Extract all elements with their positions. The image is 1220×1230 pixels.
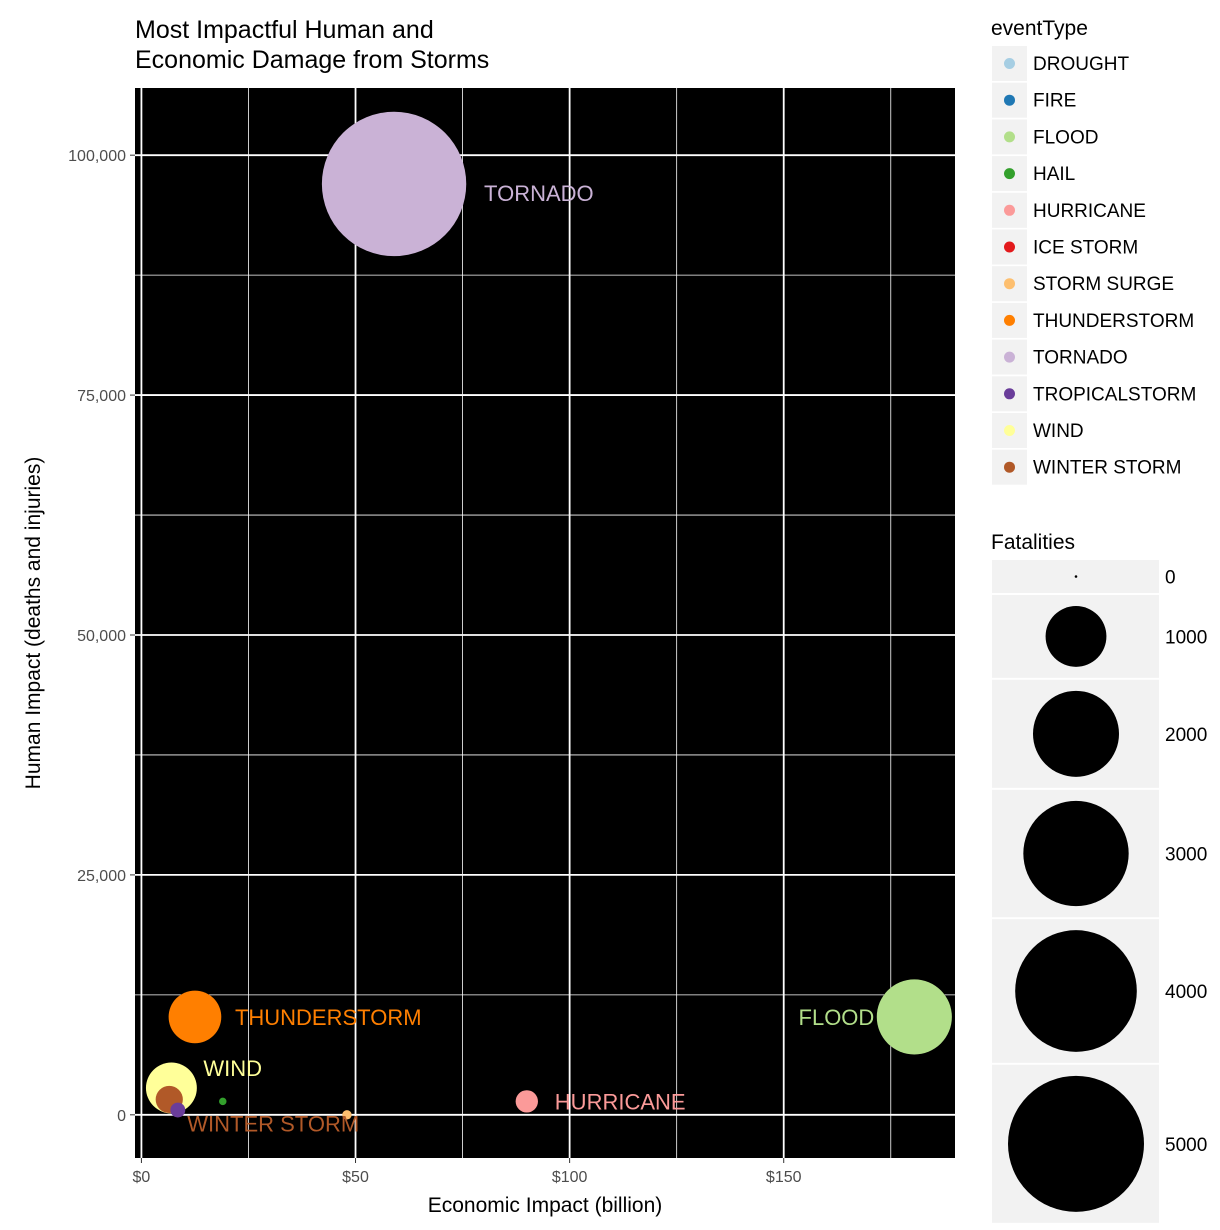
color-legend-swatch <box>1004 314 1015 326</box>
x-tick-label: $50 <box>342 1169 369 1186</box>
y-tick-label: 100,000 <box>68 148 126 165</box>
size-legend-circle <box>1015 930 1137 1052</box>
point-tropicalstorm <box>170 1102 186 1118</box>
label-tornado: TORNADO <box>484 181 594 206</box>
data-points <box>145 111 952 1120</box>
color-legend-label: HURRICANE <box>1033 201 1146 222</box>
data-point-labels: TORNADO FLOOD THUNDERSTORM WIND WINTER STORM… <box>187 181 874 1136</box>
color-legend-label: WINTER STORM <box>1033 458 1181 479</box>
point-hurricane <box>515 1090 538 1113</box>
label-wind: WIND <box>203 1056 262 1081</box>
size-legend-label: 2000 <box>1165 725 1207 746</box>
color-legend-label: WIND <box>1033 421 1084 442</box>
color-legend-label: THUNDERSTORM <box>1033 311 1194 332</box>
color-legend-swatch <box>1004 131 1015 143</box>
plot-panel <box>135 88 955 1158</box>
x-axis-title: Economic Impact (billion) <box>428 1194 663 1217</box>
point-storm-surge <box>342 1110 352 1120</box>
color-legend-label: TORNADO <box>1033 348 1128 369</box>
color-legend-title: eventType <box>991 17 1088 40</box>
label-flood: FLOOD <box>799 1005 875 1030</box>
size-legend-circle <box>1032 690 1120 777</box>
chart-title-line-1: Most Impactful Human and <box>135 16 434 44</box>
color-legend-label: FLOOD <box>1033 127 1098 148</box>
color-legend-label: TROPICALSTORM <box>1033 384 1196 405</box>
y-tick-label: 50,000 <box>77 628 126 645</box>
x-axis: $0 $50 $100 $150 <box>133 1158 802 1186</box>
x-tick-label: $100 <box>552 1169 588 1186</box>
grid-lines <box>135 88 955 1158</box>
x-tick-label: $0 <box>133 1169 151 1186</box>
size-legend-circle <box>1074 575 1078 578</box>
y-tick-label: 25,000 <box>77 868 126 885</box>
size-legend-title: Fatalities <box>991 531 1075 554</box>
size-legend-label: 3000 <box>1165 845 1207 866</box>
chart-title-line-2: Economic Damage from Storms <box>135 46 489 74</box>
size-legend: 0 1000 2000 3000 4000 5000 <box>992 560 1207 1223</box>
label-winter-storm: WINTER STORM <box>187 1111 359 1136</box>
color-legend-swatch <box>1004 94 1015 106</box>
size-legend-label: 5000 <box>1165 1135 1207 1156</box>
color-legend-label: ICE STORM <box>1033 238 1138 259</box>
color-legend-label: FIRE <box>1033 91 1076 112</box>
color-legend-swatch <box>1004 241 1015 253</box>
color-legend-label: HAIL <box>1033 164 1075 185</box>
size-legend-circle <box>1008 1075 1144 1212</box>
point-tornado <box>321 111 467 257</box>
color-legend-swatch <box>1004 351 1015 363</box>
color-legend-swatch <box>1004 58 1015 69</box>
size-legend-circle <box>1045 606 1107 667</box>
color-legend: DROUGHT FIRE FLOOD HAIL HURRICANE ICE STORM ST… <box>992 46 1196 485</box>
color-legend-swatch <box>1004 278 1015 290</box>
y-axis-title: Human Impact (deaths and injuries) <box>22 457 45 790</box>
size-legend-label: 1000 <box>1165 627 1207 648</box>
point-flood <box>876 979 952 1055</box>
y-tick-label: 0 <box>117 1108 126 1125</box>
size-legend-label: 0 <box>1165 568 1176 589</box>
color-legend-swatch <box>1004 425 1015 436</box>
size-legend-label: 4000 <box>1165 982 1207 1003</box>
color-legend-label: DROUGHT <box>1033 54 1129 75</box>
color-legend-swatch <box>1004 388 1015 400</box>
point-thunderstorm <box>168 990 222 1044</box>
y-axis: 0 25,000 50,000 75,000 100,000 <box>68 148 135 1125</box>
color-legend-swatch <box>1004 168 1015 180</box>
point-hail <box>219 1097 227 1106</box>
x-tick-label: $150 <box>766 1169 802 1186</box>
label-thunderstorm: THUNDERSTORM <box>235 1005 422 1030</box>
color-legend-label: STORM SURGE <box>1033 274 1174 295</box>
y-tick-label: 75,000 <box>77 388 126 405</box>
color-legend-swatch <box>1004 461 1015 473</box>
color-legend-swatch <box>1004 204 1015 216</box>
size-legend-circle <box>1023 800 1129 907</box>
label-hurricane: HURRICANE <box>555 1089 686 1114</box>
